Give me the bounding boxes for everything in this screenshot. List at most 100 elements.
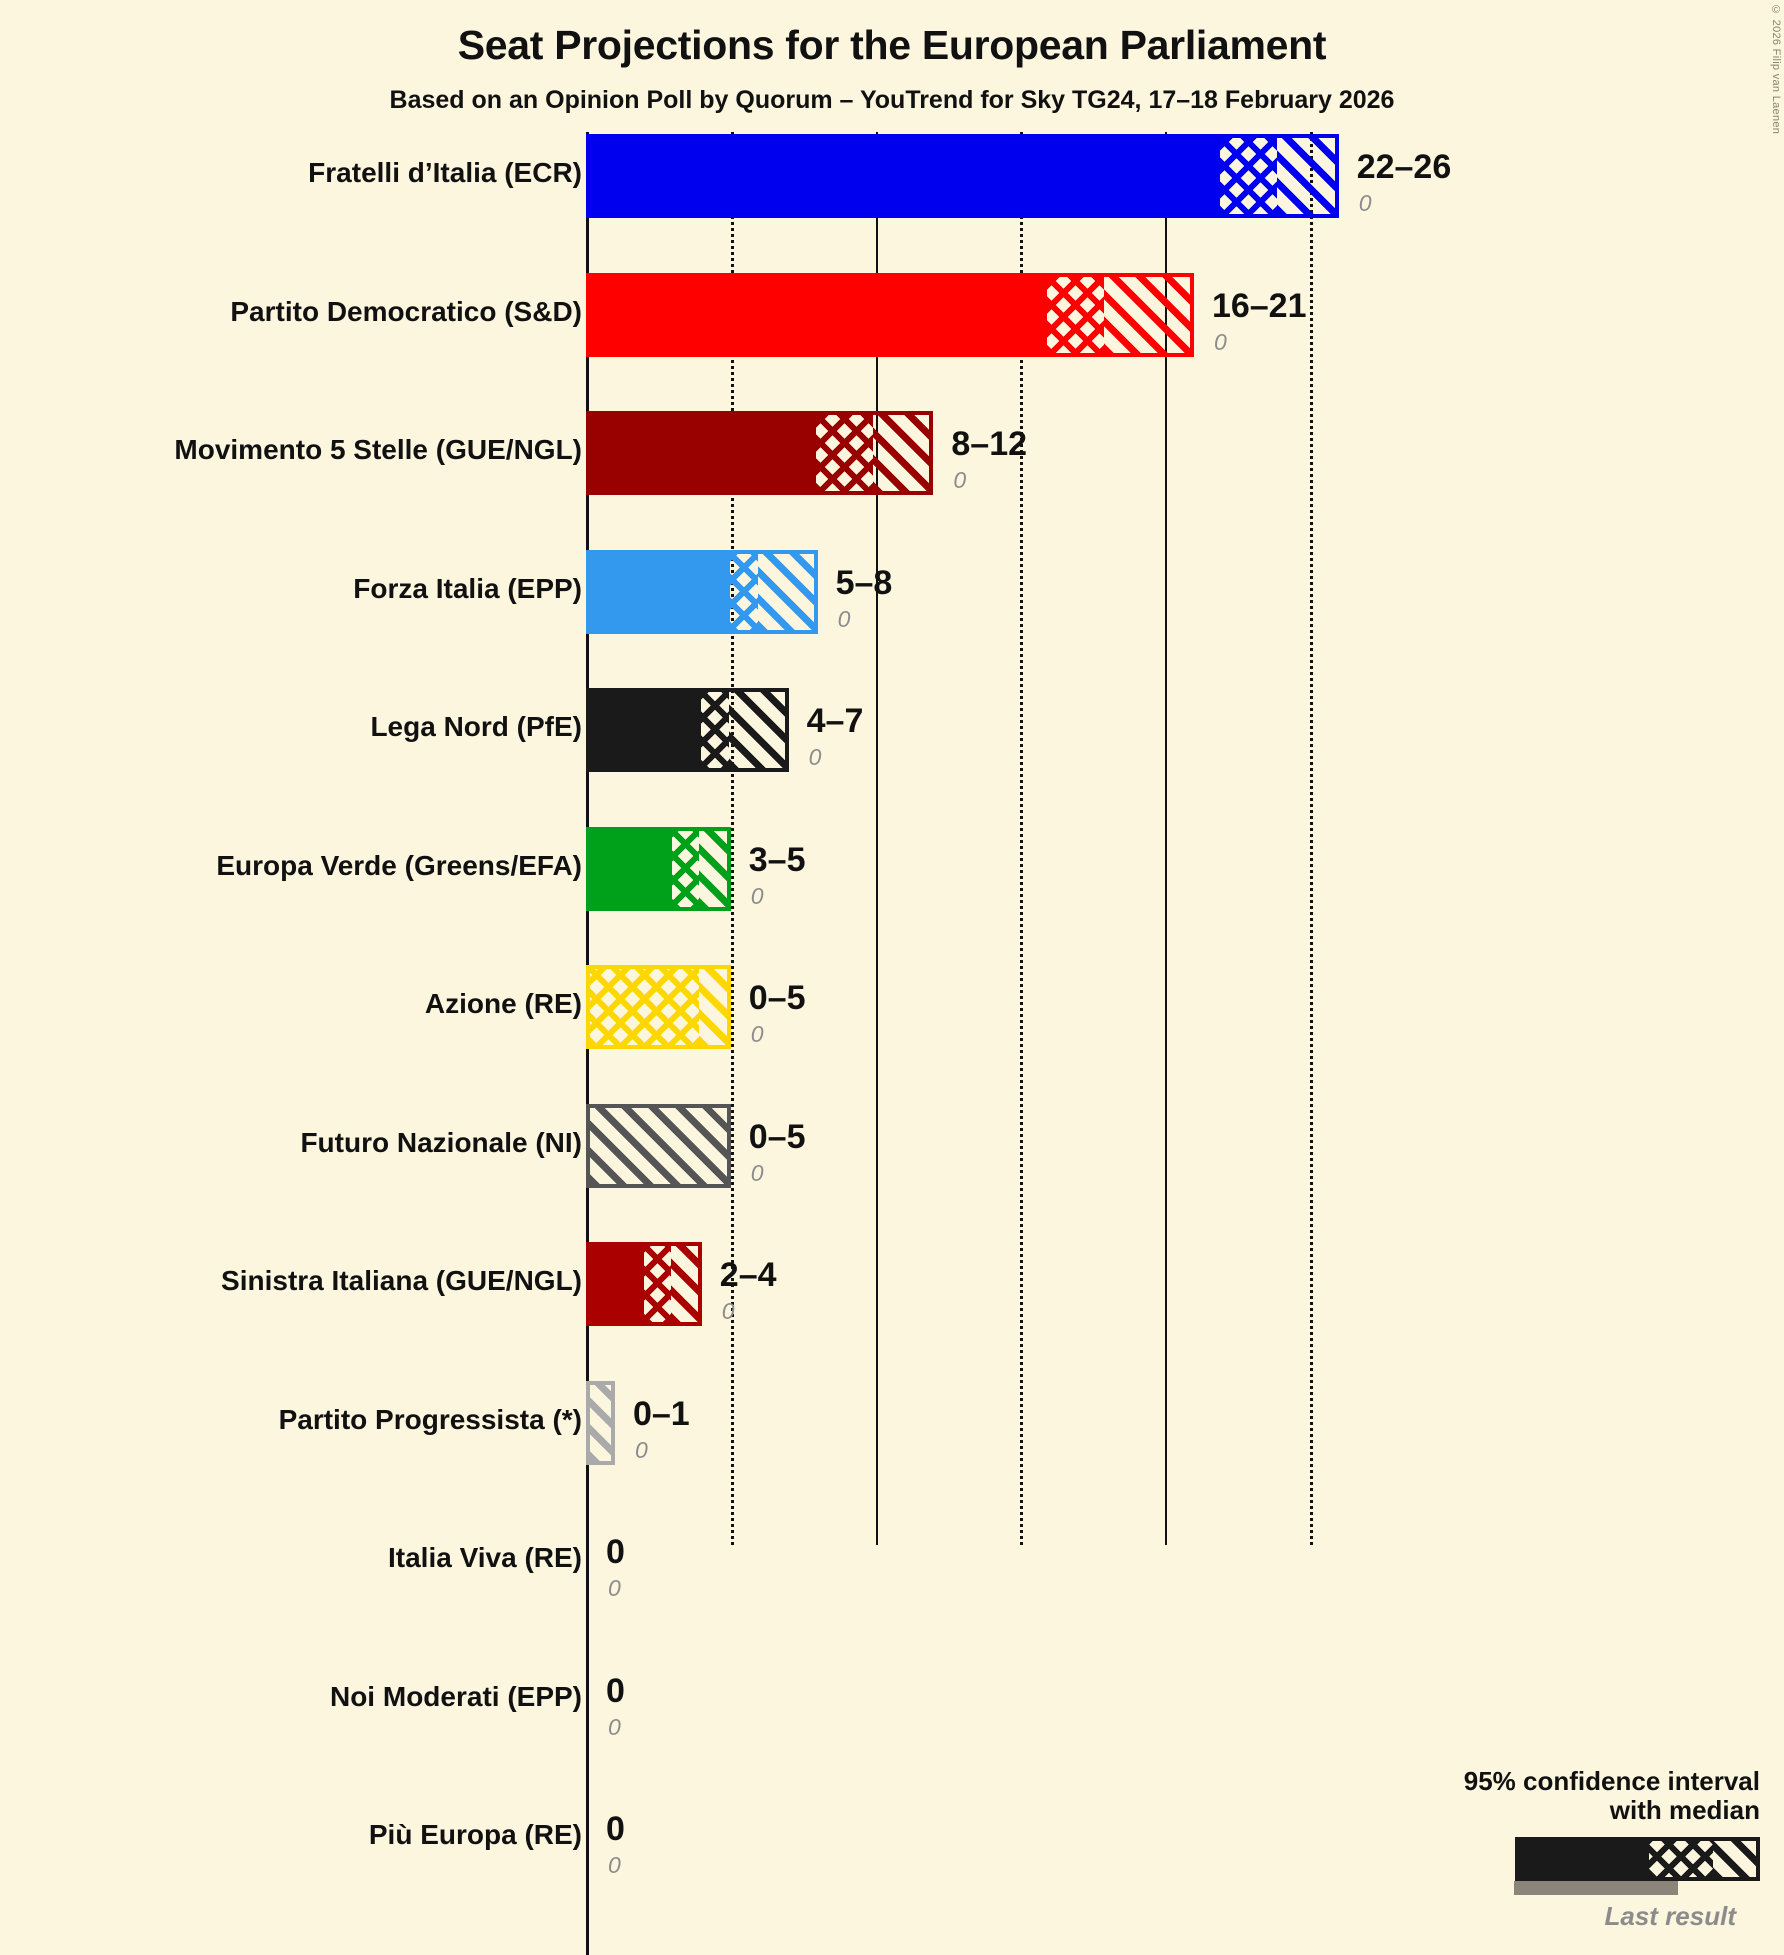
confidence-interval-bar [586, 134, 1339, 218]
bar-segment-to-median [729, 553, 758, 630]
last-result-label: 0 [750, 1159, 764, 1186]
last-result-label: 0 [634, 1436, 648, 1463]
bar-segment-upper-bound [699, 830, 727, 907]
chart-title: Seat Projections for the European Parlia… [457, 22, 1327, 68]
bar-segment-lower-bound [590, 692, 702, 768]
party-label: Futuro Nazionale (NI) [300, 1126, 582, 1158]
bar-segment-to-median [701, 692, 730, 768]
last-result-label: 0 [953, 467, 967, 493]
legend-segment-cross [1649, 1841, 1714, 1877]
party-label: Sinistra Italiana (GUE/NGL) [221, 1265, 582, 1296]
party-label: Azione (RE) [424, 988, 582, 1019]
bar-segment-upper-bound [1277, 138, 1335, 214]
last-result-label: 0 [1213, 328, 1227, 355]
chart-row: Italia Viva (RE) 0 0 [0, 1517, 1784, 1656]
legend-segment-hatch [1713, 1841, 1756, 1877]
bar-segment-to-median [1047, 276, 1105, 353]
chart-row: Lega Nord (PfE) 4–7 0 [0, 686, 1784, 825]
party-label: Italia Viva (RE) [387, 1542, 582, 1573]
confidence-interval-bar [586, 1103, 731, 1188]
gridline-minor [1309, 132, 1313, 1545]
chart-subtitle: Based on an Opinion Poll by Quorum – You… [389, 86, 1395, 114]
seat-range-label: 0–5 [748, 1117, 806, 1156]
legend-line-2: with median [1609, 1794, 1760, 1825]
confidence-interval-bar [586, 1242, 702, 1326]
seat-range-label: 0 [606, 1810, 625, 1848]
party-label: Più Europa (RE) [368, 1819, 582, 1850]
confidence-interval-bar [586, 272, 1194, 357]
bar-segment-upper-bound [1104, 276, 1190, 353]
chart-row: Movimento 5 Stelle (GUE/NGL) 8–12 0 [0, 409, 1784, 548]
seat-range-label: 0 [606, 1671, 625, 1710]
legend-line-1: 95% confidence interval [1463, 1765, 1760, 1796]
confidence-interval-bar [586, 549, 818, 634]
last-result-label: 0 [608, 1852, 621, 1878]
chart-row: Noi Moderati (EPP) 0 0 [0, 1656, 1784, 1795]
last-result-label: 0 [837, 605, 851, 632]
last-result-label: 0 [750, 1021, 764, 1047]
seat-range-label: 2–4 [719, 1256, 777, 1294]
bar-segment-upper-bound [729, 692, 785, 768]
seat-range-label: 0–1 [632, 1394, 690, 1433]
bar-segment-lower-bound [590, 276, 1048, 353]
legend-last-result-swatch [1514, 1881, 1678, 1895]
gridline-major [875, 132, 878, 1545]
last-result-label: 0 [608, 1575, 621, 1601]
legend-last-result-label: Last result [1604, 1901, 1737, 1931]
bar-segment-to-median [1220, 138, 1278, 214]
party-label: Movimento 5 Stelle (GUE/NGL) [174, 434, 582, 465]
chart-row: Più Europa (RE) 0 0 [0, 1794, 1784, 1933]
chart-row: Partito Democratico (S&D) 16–21 0 [0, 271, 1784, 410]
bar-segment-lower-bound [590, 138, 1221, 214]
seat-range-label: 5–8 [835, 563, 893, 602]
bar-segment-lower-bound [590, 1246, 644, 1322]
seat-range-label: 4–7 [806, 702, 864, 740]
party-label: Europa Verde (Greens/EFA) [216, 849, 582, 881]
chart-row: Fratelli d’Italia (ECR) 22–26 0 [0, 132, 1784, 271]
bar-segment-upper-bound [590, 1384, 611, 1461]
bar-segment-upper-bound [590, 1107, 727, 1184]
seat-range-label: 0 [606, 1533, 625, 1571]
last-result-label: 0 [808, 744, 822, 770]
legend-segment-solid [1519, 1841, 1650, 1877]
gridline-minor [1020, 132, 1024, 1545]
seat-range-label: 16–21 [1211, 286, 1307, 325]
chart-row: Futuro Nazionale (NI) 0–5 0 [0, 1102, 1784, 1241]
party-label: Fratelli d’Italia (ECR) [308, 157, 582, 188]
chart-row: Sinistra Italiana (GUE/NGL) 2–4 0 [0, 1240, 1784, 1379]
bar-segment-upper-bound [872, 415, 930, 491]
copyright-notice: © 2026 Filip van Laenen [1770, 4, 1782, 135]
gridline-minor [730, 132, 734, 1545]
party-label: Partito Democratico (S&D) [230, 295, 582, 327]
confidence-interval-bar [586, 826, 731, 911]
bar-segment-upper-bound [699, 969, 727, 1045]
bar-segment-upper-bound [670, 1246, 698, 1322]
confidence-interval-bar [586, 411, 934, 495]
party-label: Lega Nord (PfE) [370, 711, 582, 742]
chart-row: Partito Progressista (*) 0–1 0 [0, 1379, 1784, 1518]
seat-range-label: 8–12 [951, 425, 1028, 463]
legend-swatch-bar [1515, 1837, 1760, 1881]
gridline-major [1165, 132, 1167, 1545]
confidence-interval-bar [586, 688, 789, 772]
party-label: Noi Moderati (EPP) [329, 1680, 582, 1712]
bar-segment-upper-bound [757, 553, 814, 630]
seat-range-label: 22–26 [1356, 148, 1452, 186]
bar-segment-lower-bound [590, 553, 730, 630]
seat-range-label: 3–5 [748, 840, 806, 879]
last-result-label: 0 [721, 1298, 735, 1324]
bar-segment-to-median [672, 830, 700, 907]
chart-legend: 95% confidence interval with median Last… [1360, 1765, 1760, 1932]
bar-segment-lower-bound [590, 830, 673, 907]
bar-segment-lower-bound [590, 415, 817, 491]
plot-area: Fratelli d’Italia (ECR) 22–26 0 Partito Dem… [0, 132, 1784, 1955]
last-result-label: 0 [608, 1713, 621, 1740]
confidence-interval-bar [586, 1380, 615, 1465]
seat-range-label: 0–5 [748, 979, 806, 1017]
chart-row: Azione (RE) 0–5 0 [0, 963, 1784, 1102]
chart-row: Europa Verde (Greens/EFA) 3–5 0 [0, 825, 1784, 964]
bar-segment-to-median [816, 415, 873, 491]
party-label: Forza Italia (EPP) [353, 572, 582, 604]
last-result-label: 0 [1358, 190, 1372, 216]
chart-row: Forza Italia (EPP) 5–8 0 [0, 548, 1784, 687]
